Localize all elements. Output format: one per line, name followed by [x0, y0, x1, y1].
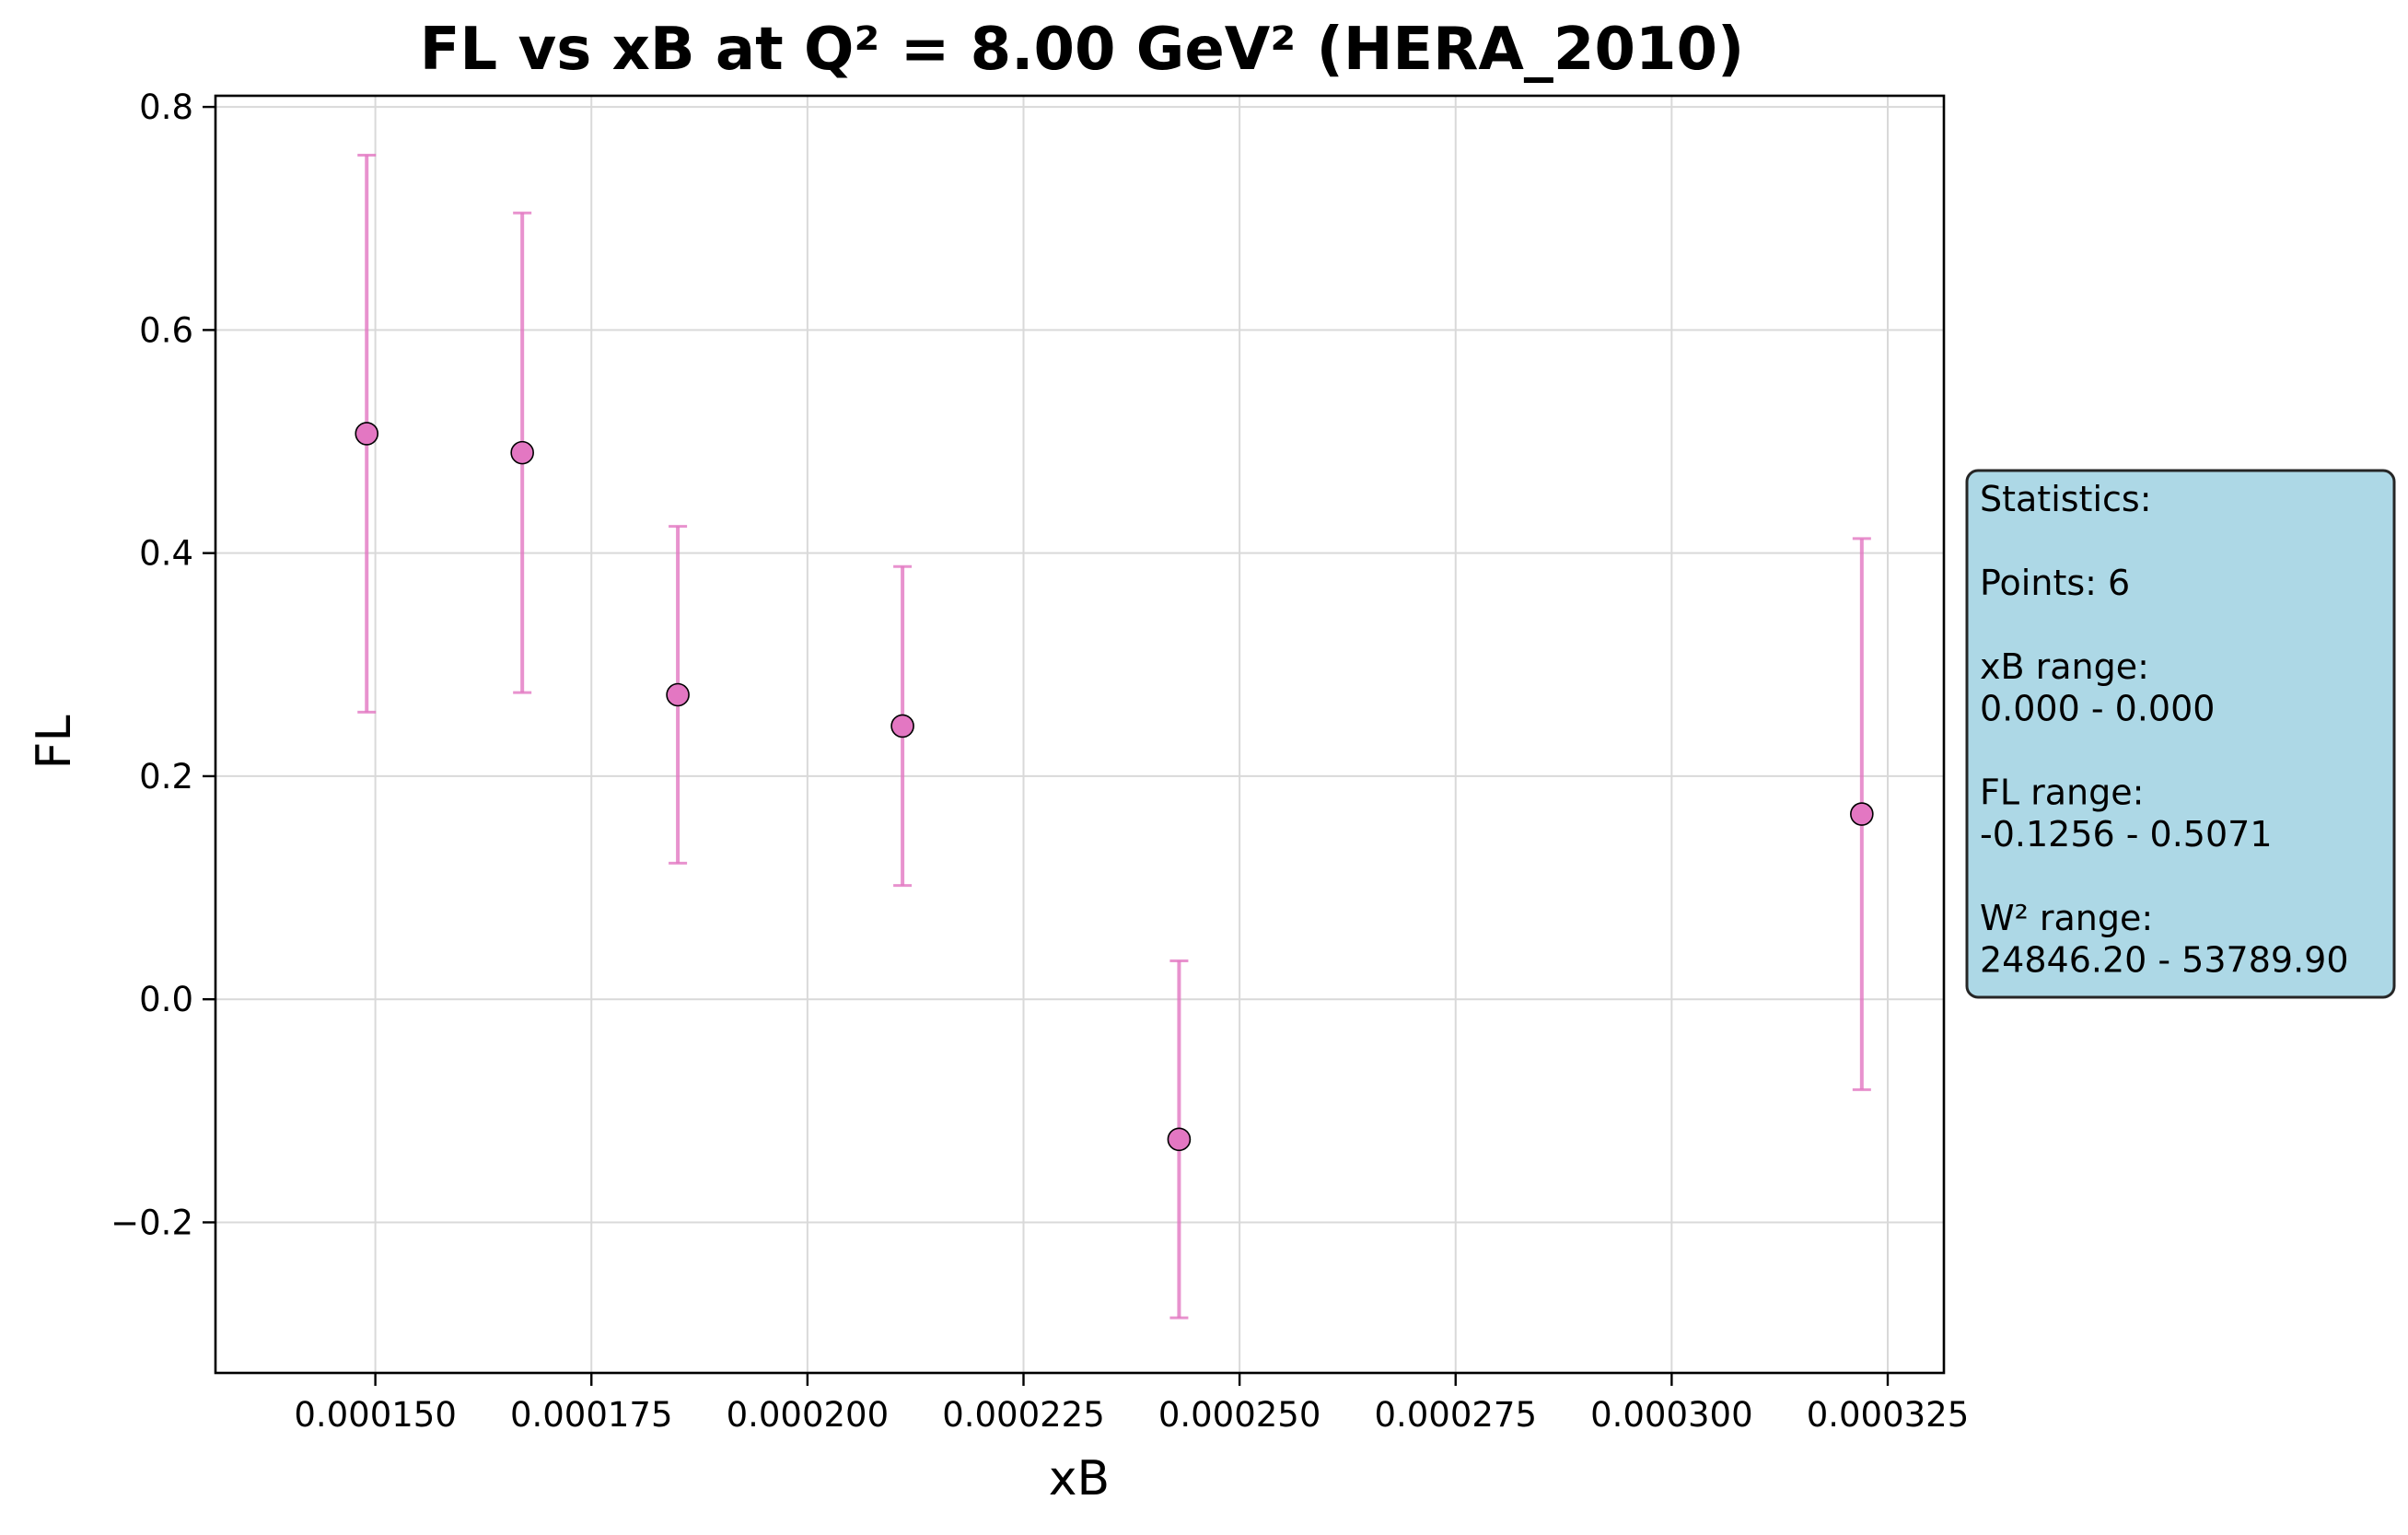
x-axis-label: xB	[1049, 1451, 1110, 1506]
statistics-box: Statistics: Points: 6 xB range:0.000 - 0.0…	[1965, 469, 2396, 999]
y-tick-label: −0.2	[111, 1203, 193, 1242]
data-point	[1850, 802, 1874, 826]
statistics-line: W² range:	[1980, 898, 2153, 938]
x-tick-label: 0.000325	[1807, 1395, 1970, 1435]
x-tick-label: 0.000300	[1590, 1395, 1753, 1435]
statistics-box-background	[1965, 469, 2396, 999]
statistics-line: 0.000 - 0.000	[1980, 689, 2215, 729]
axis-ticks: 0.000150 0.000175 0.000200 0.000225 0.000250…	[111, 87, 1969, 1435]
data-point	[1167, 1127, 1192, 1152]
x-tick-label: 0.000275	[1374, 1395, 1537, 1435]
data-point	[890, 714, 914, 738]
statistics-line: FL range:	[1980, 773, 2144, 813]
y-axis-label: FL	[27, 715, 82, 770]
statistics-lines: Statistics: Points: 6 xB range:0.000 - 0.0…	[1980, 479, 2349, 981]
data-marks	[355, 153, 1874, 1320]
y-tick-label: 0.4	[139, 534, 193, 574]
statistics-line: 24846.20 - 53789.90	[1980, 940, 2349, 981]
statistics-line: Statistics:	[1980, 479, 2152, 519]
data-point	[355, 422, 379, 446]
x-tick-label: 0.000175	[510, 1395, 673, 1435]
x-tick-label: 0.000225	[942, 1395, 1105, 1435]
y-tick-label: 0.6	[139, 310, 193, 350]
grid	[215, 96, 1944, 1373]
y-tick-label: 0.2	[139, 757, 193, 797]
data-point	[510, 440, 534, 465]
statistics-line: xB range:	[1980, 646, 2149, 687]
x-tick-label: 0.000200	[727, 1395, 890, 1435]
x-tick-label: 0.000150	[294, 1395, 457, 1435]
plot-frame	[214, 94, 1946, 1375]
chart-title: FL vs xB at Q² = 8.00 GeV² (HERA_2010)	[420, 16, 1745, 84]
x-tick-label: 0.000250	[1158, 1395, 1321, 1435]
statistics-line: -0.1256 - 0.5071	[1980, 814, 2273, 855]
y-tick-label: 0.8	[139, 87, 193, 127]
statistics-line: Points: 6	[1980, 563, 2130, 603]
y-tick-label: 0.0	[139, 980, 193, 1019]
data-point	[666, 682, 690, 707]
